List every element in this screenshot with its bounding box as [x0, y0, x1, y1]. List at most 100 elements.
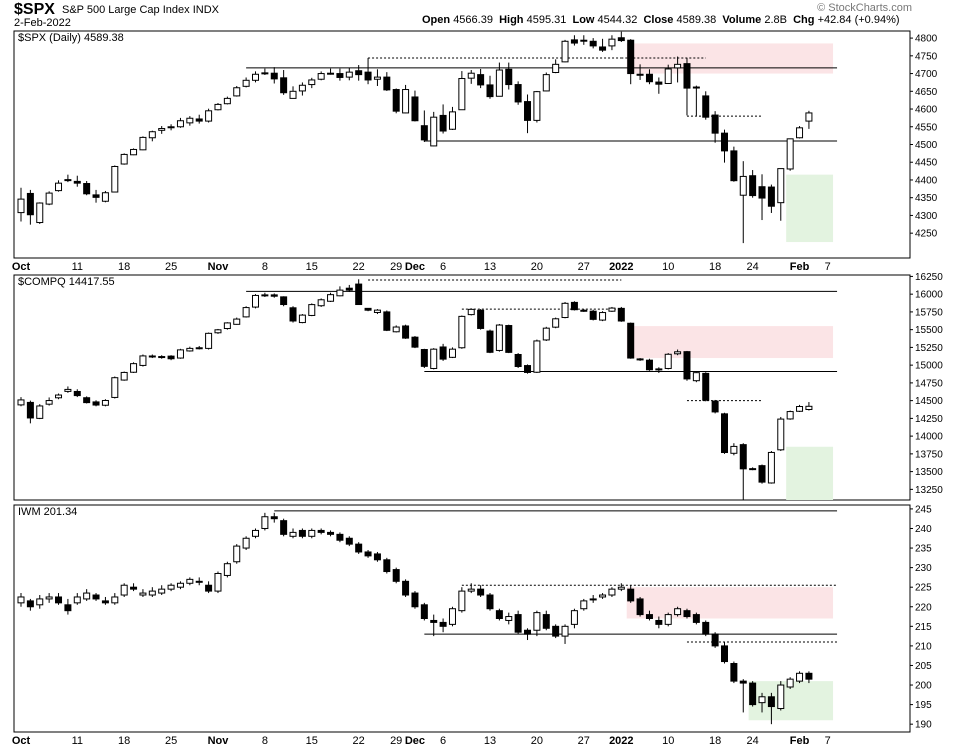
y-tick-label: 215 [915, 622, 932, 633]
candle-down [430, 619, 438, 623]
y-tick-label: 13500 [915, 467, 943, 478]
x-tick-label: 11 [72, 261, 83, 273]
candle-down [364, 307, 372, 311]
candle-up [252, 529, 259, 537]
candle-up [233, 318, 241, 325]
candle-down [355, 543, 363, 553]
x-axis-top: Oct 11 18 25 Nov 8 15 22 29 Dec 6 13 20 27 2022 10 18 24 F… [12, 261, 831, 273]
candle-down [721, 132, 728, 152]
candle-up [373, 76, 381, 80]
candle-up [223, 97, 231, 105]
candle-down [552, 625, 560, 637]
candle-up [111, 377, 119, 398]
volume-label: Volume [722, 14, 762, 26]
x-tick-label: 15 [306, 735, 318, 747]
candle-down [327, 531, 335, 535]
candle-up [242, 307, 250, 318]
candle-up [308, 79, 316, 86]
candle-down [655, 81, 663, 85]
candle-down [167, 355, 175, 360]
candle-up [176, 349, 184, 359]
candle-up [36, 598, 44, 606]
volume-value: 2.8B [764, 14, 787, 26]
candle-down [542, 614, 550, 629]
candle-up [608, 38, 616, 47]
candle-down [767, 696, 775, 708]
candle-down [64, 604, 72, 612]
candle-down [721, 413, 728, 454]
candle-up [308, 529, 316, 537]
candle-down [692, 614, 700, 623]
candle-up [252, 73, 259, 81]
panel-3: 190 195 200 205 210 215 220 225 230 235 240 245 IWM … [13, 504, 932, 733]
panel-title: $COMPQ 14417.55 [18, 276, 115, 288]
candle-up [664, 353, 672, 369]
candle-down [758, 186, 766, 199]
candle-up [120, 584, 128, 596]
y-tick-label: 16000 [915, 290, 943, 301]
candle-up [552, 63, 560, 73]
y-tick-label: 4550 [915, 122, 938, 133]
candle-up [158, 588, 166, 594]
candle-down [26, 192, 34, 216]
candle-up [692, 372, 700, 382]
y-tick-label: 235 [915, 544, 932, 555]
candle-down [524, 365, 532, 373]
candle-up [214, 103, 222, 111]
candle-down [355, 70, 363, 76]
x-tick-label: 2022 [609, 261, 633, 273]
y-tick-label: 16250 [915, 272, 943, 283]
x-tick-label: 18 [118, 261, 130, 273]
candle-down [636, 358, 644, 361]
candle-up [233, 87, 241, 97]
candle-down [514, 84, 522, 103]
candle-up [298, 84, 306, 92]
candle-down [270, 294, 278, 297]
x-tick-label: 11 [72, 735, 83, 747]
candle-down [711, 633, 719, 647]
candle-down [636, 598, 644, 616]
candle-up [317, 73, 325, 80]
candle-up [148, 590, 156, 596]
y-tick-label: 4650 [915, 87, 938, 98]
candle-down [411, 592, 419, 608]
y-tick-label: 4500 [915, 140, 938, 151]
candle-up [467, 588, 475, 592]
candle-up [580, 600, 588, 610]
candle-up [139, 592, 147, 596]
candle-up [495, 324, 503, 351]
candle-down [683, 610, 691, 618]
panel-title: IWM 201.34 [18, 506, 77, 518]
candle-up [336, 289, 344, 297]
candle-up [17, 198, 25, 214]
candle-down [655, 619, 663, 625]
candle-down [749, 682, 757, 706]
x-tick-label: 7 [825, 261, 831, 273]
candle-down [758, 465, 766, 483]
low-label: Low [572, 14, 595, 26]
candle-down [92, 594, 100, 600]
y-tick-label: 225 [915, 583, 932, 594]
candle-up [223, 563, 231, 576]
candle-up [55, 182, 63, 192]
y-tick-label: 14250 [915, 414, 943, 425]
candle-up [83, 592, 91, 600]
candle-up [158, 128, 166, 131]
x-tick-label: 6 [440, 735, 446, 747]
candle-up [242, 537, 250, 549]
candle-down [505, 68, 513, 86]
candle-down [280, 520, 288, 535]
candle-up [777, 684, 785, 710]
candle-down [570, 301, 578, 311]
candle-down [617, 307, 625, 322]
candle-down [749, 175, 757, 197]
candle-up [101, 399, 109, 406]
candle-up [674, 351, 682, 355]
resistance-zone [626, 326, 834, 359]
candle-down [524, 101, 532, 121]
candle-down [730, 150, 738, 182]
x-tick-label: 24 [747, 735, 759, 747]
candle-down [92, 194, 100, 198]
candle-up [805, 112, 813, 122]
candle-up [111, 596, 119, 604]
